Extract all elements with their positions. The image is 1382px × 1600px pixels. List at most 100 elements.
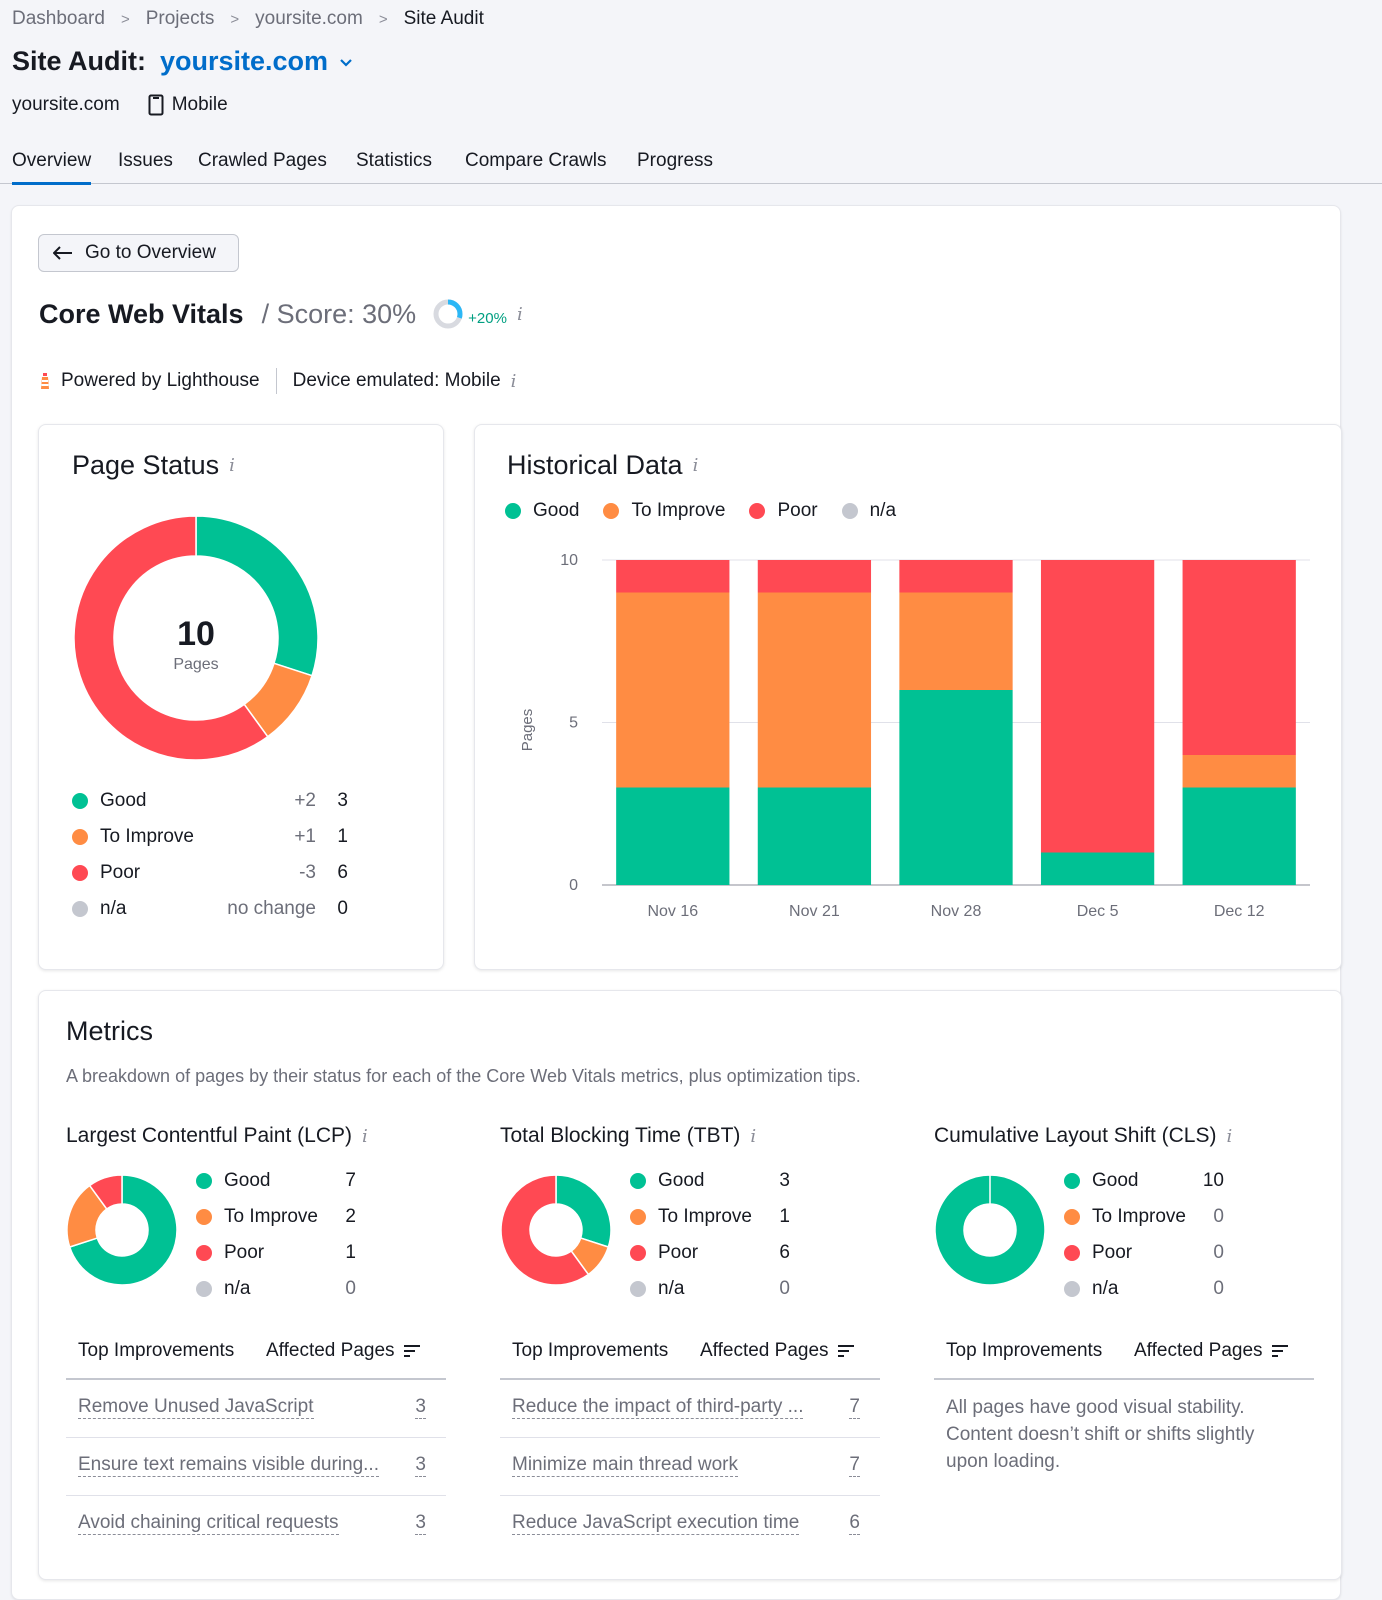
go-to-overview-button[interactable]: Go to Overview (38, 234, 239, 272)
info-icon[interactable]: i (510, 370, 517, 392)
na-dot (72, 901, 88, 917)
metric-poor-segment[interactable] (88, 1174, 123, 1211)
affected-count[interactable]: 3 (415, 1396, 426, 1419)
bar-segment-to-improve[interactable] (1182, 755, 1296, 788)
na-dot (841, 503, 858, 519)
metric-title-row: Cumulative Layout Shift (CLS) i (934, 1124, 1232, 1148)
tab-progress[interactable]: Progress (637, 150, 714, 171)
info-icon[interactable]: i (1226, 1125, 1233, 1147)
bar-segment-good[interactable] (616, 787, 730, 886)
poor-dot (196, 1245, 212, 1261)
legend-count: 2 (345, 1206, 356, 1227)
metric-title: Total Blocking Time (TBT) (500, 1124, 741, 1147)
bar-segment-to-improve[interactable] (616, 592, 730, 788)
breadcrumb-projects[interactable]: Projects (145, 8, 215, 29)
project-selector[interactable]: yoursite.com (160, 46, 329, 76)
top-improvements-header: Top Improvements (512, 1340, 669, 1361)
info-icon[interactable]: i (361, 1125, 368, 1147)
info-icon[interactable]: i (692, 455, 699, 476)
bar-segment-poor[interactable] (899, 560, 1013, 593)
legend-count: 0 (1213, 1242, 1224, 1263)
legend-na: n/a no change 0 (72, 898, 352, 920)
info-icon[interactable]: i (229, 455, 235, 476)
legend-label: Good (658, 1170, 705, 1191)
improvement-link[interactable]: Remove Unused JavaScript (78, 1396, 314, 1419)
affected-pages-sort[interactable]: Affected Pages (1134, 1340, 1289, 1362)
metric-good-segment[interactable] (68, 1174, 178, 1286)
affected-count[interactable]: 7 (849, 1454, 860, 1477)
bar-segment-poor[interactable] (1040, 560, 1155, 853)
device-label: Mobile (171, 94, 228, 115)
page-title-row: Site Audit: yoursite.com (12, 46, 354, 77)
legend-na: n/a 0 (196, 1278, 396, 1300)
improvement-link[interactable]: Avoid chaining critical requests (78, 1512, 339, 1535)
poor-dot (72, 865, 88, 881)
legend-label: n/a (658, 1278, 685, 1299)
chevron-right-icon: > (378, 10, 388, 28)
legend-to-improve[interactable]: To Improve (603, 500, 725, 522)
legend-poor[interactable]: Poor (749, 500, 818, 522)
legend-label: Good (100, 790, 147, 811)
affected-count[interactable]: 3 (415, 1454, 426, 1477)
legend-label: Poor (224, 1242, 265, 1263)
bar-segment-poor[interactable] (757, 560, 872, 593)
affected-count[interactable]: 6 (849, 1512, 860, 1535)
bar-segment-to-improve[interactable] (899, 592, 1013, 691)
metric-tbt: Total Blocking Time (TBT) i Good 3 To Imp… (500, 1124, 880, 1544)
metrics-description: A breakdown of pages by their status for… (66, 1066, 861, 1086)
metric-good-segment[interactable] (934, 1174, 1046, 1286)
affected-count[interactable]: 7 (849, 1396, 860, 1419)
improvement-link[interactable]: Minimize main thread work (512, 1454, 738, 1477)
chevron-down-icon[interactable] (338, 54, 354, 70)
page-status-total: 10 (177, 615, 215, 653)
page-status-card (38, 424, 444, 970)
cls-message: All pages have good visual stability. Co… (946, 1397, 1255, 1472)
tab-issues[interactable]: Issues (118, 150, 173, 171)
affected-pages-sort[interactable]: Affected Pages (700, 1340, 855, 1362)
bar-segment-good[interactable] (757, 787, 872, 886)
improvements-header: Top Improvements Affected Pages (934, 1336, 1314, 1380)
legend-count: 6 (337, 862, 348, 883)
project-domain: yoursite.com (12, 94, 120, 115)
affected-pages-sort[interactable]: Affected Pages (266, 1340, 421, 1362)
bar-segment-poor[interactable] (1182, 560, 1296, 755)
info-icon[interactable]: i (750, 1125, 757, 1147)
top-improvements-header: Top Improvements (946, 1340, 1103, 1361)
breadcrumb-dashboard[interactable]: Dashboard (12, 8, 105, 29)
good-dot (72, 793, 88, 809)
bar-segment-good[interactable] (1040, 852, 1155, 886)
legend-label: To Improve (224, 1206, 318, 1227)
score-ring (433, 299, 463, 329)
metric-poor-segment[interactable] (500, 1174, 590, 1286)
improvement-row: Remove Unused JavaScript 3 (66, 1380, 446, 1438)
improvement-link[interactable]: Reduce JavaScript execution time (512, 1512, 800, 1535)
improvement-link[interactable]: Ensure text remains visible during... (78, 1454, 379, 1477)
legend-na: n/a 0 (1064, 1278, 1264, 1300)
page-title: Site Audit: (12, 46, 146, 76)
improvement-link[interactable]: Reduce the impact of third-party ... (512, 1396, 804, 1419)
legend-count: 0 (337, 898, 348, 919)
bar-segment-poor[interactable] (616, 560, 730, 593)
breadcrumb-project[interactable]: yoursite.com (255, 8, 363, 29)
tab-crawled-pages[interactable]: Crawled Pages (198, 150, 327, 171)
page-status-poor-segment[interactable] (73, 515, 269, 761)
metrics-card (38, 990, 1342, 1580)
legend-good[interactable]: Good (505, 500, 579, 522)
historical-legend: Good To Improve Poor n/a (505, 500, 920, 522)
tab-compare-crawls[interactable]: Compare Crawls (465, 150, 607, 171)
historical-title: Historical Data (507, 450, 683, 480)
legend-na[interactable]: n/a (841, 500, 896, 522)
info-icon[interactable]: i (516, 303, 523, 325)
to-improve-dot (72, 829, 88, 845)
affected-count[interactable]: 3 (415, 1512, 426, 1535)
tab-statistics[interactable]: Statistics (356, 150, 433, 171)
metric-title: Cumulative Layout Shift (CLS) (934, 1124, 1217, 1147)
metric-good-segment[interactable] (555, 1174, 612, 1248)
y-tick-label: 5 (569, 715, 578, 732)
affected-pages-header: Affected Pages (1134, 1340, 1263, 1361)
tab-overview[interactable]: Overview (12, 150, 92, 185)
bar-segment-to-improve[interactable] (757, 592, 872, 788)
bar-segment-good[interactable] (1182, 787, 1296, 886)
legend-good: Good +2 3 (72, 790, 352, 812)
bar-segment-good[interactable] (899, 690, 1013, 885)
